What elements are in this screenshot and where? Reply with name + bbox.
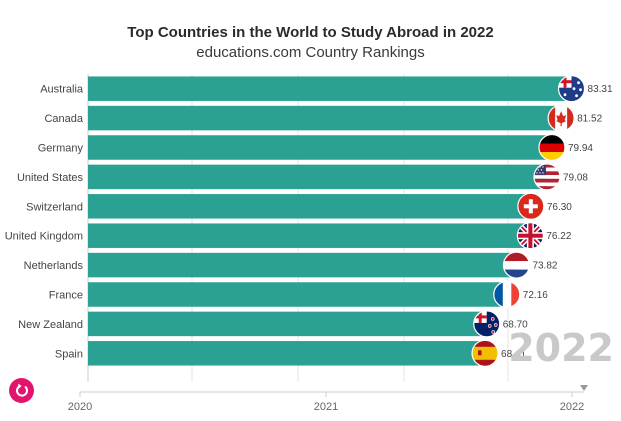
category-label: Germany: [38, 143, 84, 155]
bar: [88, 135, 552, 160]
timeline-handle[interactable]: [580, 385, 588, 391]
australia-flag-icon: [557, 75, 586, 103]
netherlands-flag-icon: [502, 251, 531, 279]
category-label: Australia: [40, 84, 84, 96]
bars: [88, 76, 572, 366]
value-label: 81.52: [577, 114, 602, 125]
value-label: 76.22: [546, 231, 571, 242]
switzerland-flag-icon: [517, 192, 545, 220]
category-label: Switzerland: [26, 201, 83, 213]
category-label: Netherlands: [24, 260, 84, 272]
current-year-label: 2022: [508, 326, 614, 370]
bar: [88, 105, 562, 131]
united-states-flag-icon: [533, 163, 561, 191]
spain-flag-icon: [471, 339, 499, 367]
timeline-tick-label: 2020: [68, 401, 92, 413]
timeline-axis: 2020 2021 2022: [68, 385, 588, 413]
bar: [88, 164, 547, 190]
value-label: 76.30: [547, 202, 572, 213]
value-label: 68.70: [503, 319, 528, 330]
chart-title: Top Countries in the World to Study Abro…: [127, 24, 494, 41]
bar: [88, 76, 572, 101]
value-label: 79.94: [568, 143, 593, 154]
new-zealand-flag-icon: [473, 310, 501, 338]
bar: [88, 341, 486, 366]
flags: [471, 75, 586, 367]
canada-flag-icon: [547, 104, 575, 132]
value-labels: 83.31 81.52 79.94 79.08 76.30 76.22 73.82 72.16…: [501, 84, 613, 360]
timeline-tick-label: 2021: [314, 401, 338, 413]
value-label: 73.82: [532, 261, 557, 272]
bar: [88, 194, 531, 219]
category-label: New Zealand: [18, 319, 83, 331]
bar: [88, 223, 531, 248]
bar: [88, 282, 507, 307]
value-label: 79.08: [563, 172, 588, 183]
category-label: Canada: [44, 113, 83, 125]
replay-button[interactable]: [9, 378, 34, 403]
replay-icon: [16, 383, 28, 397]
category-label: Spain: [55, 348, 83, 360]
category-labels: Australia Canada Germany United States Switz…: [5, 84, 84, 361]
germany-flag-icon: [538, 133, 566, 162]
value-label: 83.31: [588, 84, 613, 95]
timeline-tick-label: 2022: [560, 401, 584, 413]
category-label: United Kingdom: [5, 231, 83, 243]
category-label: France: [49, 290, 83, 302]
category-label: United States: [17, 172, 84, 184]
value-label: 72.16: [523, 290, 548, 301]
bar: [88, 252, 517, 278]
value-label: 68.41: [501, 349, 526, 360]
chart-subtitle: educations.com Country Rankings: [196, 44, 425, 61]
united-kingdom-flag-icon: [516, 222, 544, 250]
france-flag-icon: [493, 280, 521, 309]
bar: [88, 311, 487, 337]
